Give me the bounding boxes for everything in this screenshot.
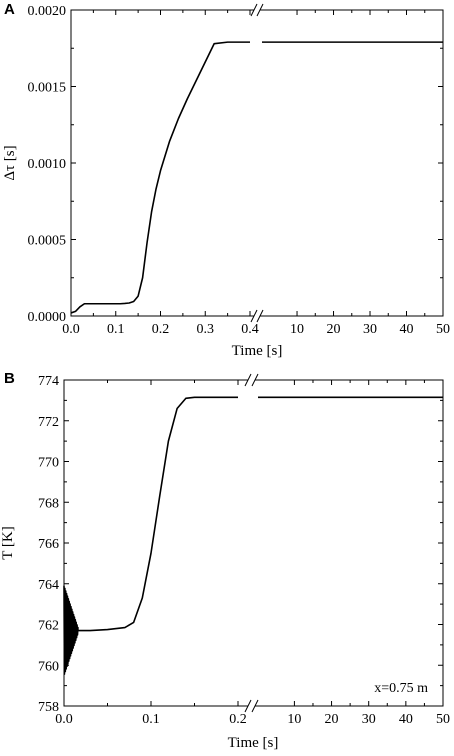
panel-b-y-tick-label: 762 <box>38 619 59 634</box>
panel-a-chart: 0.0000 0.0005 0.0010 0.0015 0.0020 0.0 0.1 0.2 0… <box>28 3 450 337</box>
panel-a-plot-frame <box>70 9 444 317</box>
panel-a-x-tick-label: 10 <box>290 322 304 337</box>
panel-b-y-tick-label: 768 <box>38 496 59 511</box>
panel-a-axis-break-slash <box>250 309 258 323</box>
panel-b-x-tick-label: 30 <box>362 712 376 727</box>
panel-a-x-axis-title: Time [s] <box>232 343 283 359</box>
panel-a-x-tick-label: 0.3 <box>197 322 215 337</box>
panel-b-axis-break-gap <box>248 704 255 708</box>
panel-b-x-axis-title: Time [s] <box>228 735 279 751</box>
panel-b-y-axis-title: T [K] <box>0 526 16 559</box>
panel-a-series-line <box>70 41 250 314</box>
panel-a-y-tick-label: 0.0015 <box>28 81 67 96</box>
panel-b-x-tick-label: 0.2 <box>229 712 247 727</box>
panel-b-chart: 758 760 762 764 766 768 770 772 774 0.0 0.1 0.2 10 20… <box>38 373 450 727</box>
panel-b-series-line <box>63 396 238 675</box>
panel-a-x-tick-label: 40 <box>400 322 414 337</box>
panel-a-axis-break-slash <box>256 3 264 17</box>
panel-a-axis-break-gap <box>254 314 260 318</box>
panel-b-axis-break-slash <box>251 699 259 713</box>
panel-b-x-tick-label: 0.1 <box>142 712 160 727</box>
panel-a-x-tick-label: 50 <box>436 322 450 337</box>
panel-b-x-tick-label: 50 <box>436 712 450 727</box>
panel-a-x-tick-label: 20 <box>327 322 341 337</box>
panel-b-y-tick-label: 770 <box>38 456 59 471</box>
panel-b-y-tick-label: 758 <box>38 700 59 715</box>
panel-a-x-tick-label: 0.0 <box>62 322 80 337</box>
panel-a-y-axis-title: Δτ [s] <box>2 145 18 180</box>
panel-a-label: A <box>4 1 15 18</box>
panel-b-annotation: x=0.75 m <box>374 681 428 696</box>
panel-b-axis-break-gap <box>248 378 255 382</box>
panel-a-x-tick-label: 0.1 <box>107 322 125 337</box>
panel-b-x-tick-label: 10 <box>287 712 301 727</box>
panel-b-y-tick-label: 764 <box>38 578 59 593</box>
panel-a-x-tick-label: 0.4 <box>241 322 259 337</box>
panel-b-x-tick-label: 40 <box>399 712 413 727</box>
panel-a-y-tick-label: 0.0005 <box>28 234 67 249</box>
panel-b-y-tick-label: 760 <box>38 659 59 674</box>
panel-b-x-tick-label: 20 <box>325 712 339 727</box>
panel-a-axis-break-slash <box>256 309 264 323</box>
panel-b-x-tick-label: 0.0 <box>55 712 73 727</box>
panel-b-y-tick-label: 772 <box>38 415 59 430</box>
panel-b-axis-break-slash <box>251 373 259 387</box>
panel-b-label: B <box>4 370 15 387</box>
panel-b-y-tick-label: 774 <box>38 374 59 389</box>
panel-b-plot-frame <box>63 379 444 707</box>
panel-b-axis-break-slash <box>244 373 252 387</box>
panel-a-x-tick-label: 30 <box>363 322 377 337</box>
panel-a-x-tick-label: 0.2 <box>152 322 170 337</box>
panel-a-y-tick-label: 0.0000 <box>28 310 67 325</box>
panel-a-axis-break-gap <box>254 8 260 12</box>
panel-b-axis-break-slash <box>244 699 252 713</box>
panel-a-y-tick-label: 0.0020 <box>28 4 67 19</box>
panel-a-axis-break-slash <box>250 3 258 17</box>
panel-a-y-tick-label: 0.0010 <box>28 157 67 172</box>
panel-b-y-tick-label: 766 <box>38 537 59 552</box>
